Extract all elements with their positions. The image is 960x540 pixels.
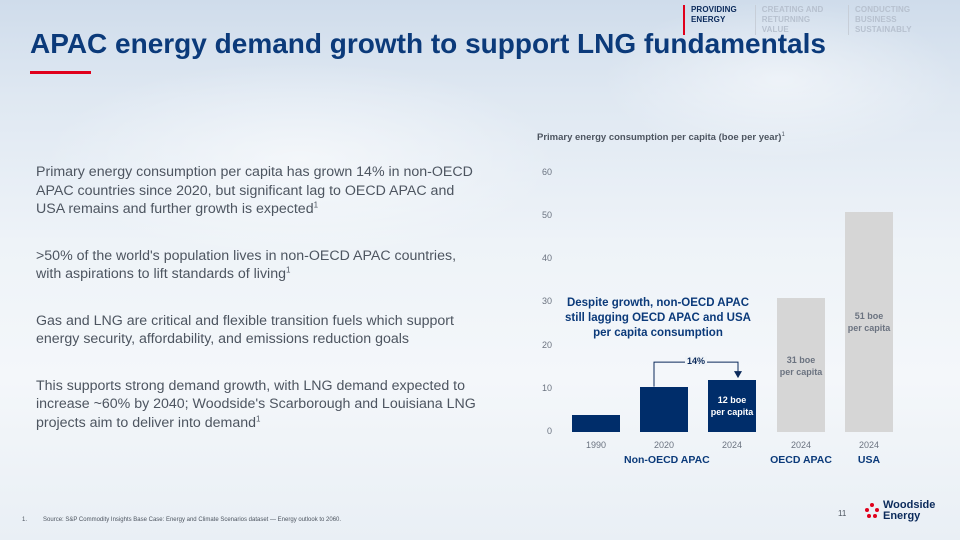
x-tick-label: 2024 bbox=[790, 440, 812, 450]
y-tick-label: 10 bbox=[541, 382, 552, 393]
logo-wordmark: Woodside Energy bbox=[883, 500, 935, 522]
chart-annotation: Despite growth, non-OECD APAC still lagg… bbox=[558, 296, 758, 341]
page-number: 11 bbox=[838, 509, 847, 518]
data-label: 31 boe per capita bbox=[776, 354, 826, 378]
data-label-unit: per capita bbox=[779, 367, 823, 378]
paragraph-text: This supports strong demand growth, with… bbox=[36, 377, 476, 431]
group-label: Non-OECD APAC bbox=[624, 454, 710, 466]
bar-3 bbox=[777, 298, 825, 432]
growth-arrow-head bbox=[734, 371, 742, 379]
x-tick-label: 2020 bbox=[653, 440, 675, 450]
section-nav: PROVIDING ENERGY CREATING AND RETURNING … bbox=[683, 5, 960, 35]
nav-item-label: ENERGY bbox=[691, 15, 726, 24]
growth-arrow bbox=[653, 361, 742, 387]
data-label-unit: per capita bbox=[847, 322, 891, 333]
data-label: 12 boe per capita bbox=[707, 394, 757, 418]
y-tick-label: 30 bbox=[541, 296, 552, 307]
x-tick-label: 2024 bbox=[721, 440, 743, 450]
y-tick-label: 40 bbox=[541, 253, 552, 264]
nav-item-conducting-business[interactable]: CONDUCTING BUSINESS SUSTAINABLY bbox=[848, 5, 942, 35]
title-underline bbox=[30, 71, 91, 74]
footnote-number: 1. bbox=[22, 517, 28, 523]
x-tick-label: 1990 bbox=[585, 440, 607, 450]
bar-0 bbox=[572, 414, 620, 432]
woodside-logo: Woodside Energy bbox=[864, 500, 935, 522]
paragraph-text: Primary energy consumption per capita ha… bbox=[36, 164, 473, 217]
paragraph: >50% of the world's population lives in … bbox=[36, 247, 476, 284]
annotation-line: Despite growth, non-OECD APAC bbox=[566, 297, 750, 309]
bar-4 bbox=[845, 211, 893, 432]
y-tick-label: 20 bbox=[541, 339, 552, 350]
paragraph-text: >50% of the world's population lives in … bbox=[36, 247, 457, 283]
data-label-value: 12 boe bbox=[717, 395, 747, 406]
nav-item-label: SUSTAINABLY bbox=[855, 25, 912, 34]
y-tick-label: 50 bbox=[541, 210, 552, 220]
annotation-line: per capita consumption bbox=[593, 327, 723, 339]
footnote-ref: 1 bbox=[781, 132, 785, 138]
woodside-logo-icon bbox=[865, 503, 879, 518]
data-label-value: 31 boe bbox=[786, 355, 816, 366]
paragraph: Gas and LNG are critical and flexible tr… bbox=[36, 312, 476, 349]
footnote-text: Source: S&P Commodity Insights Base Case… bbox=[43, 517, 342, 523]
group-label: USA bbox=[857, 454, 881, 466]
x-tick-label: 2024 bbox=[858, 440, 880, 450]
group-label: OECD APAC bbox=[770, 454, 832, 466]
slide-title: APAC energy demand growth to support LNG… bbox=[30, 28, 826, 59]
nav-item-label: PROVIDING bbox=[691, 5, 737, 14]
growth-percentage: 14% bbox=[685, 356, 708, 367]
footnote-ref: 1 bbox=[285, 265, 291, 275]
footnote: 1. Source: S&P Commodity Insights Base Ca… bbox=[22, 517, 341, 523]
energy-consumption-chart: Primary energy consumption per capita (b… bbox=[530, 125, 950, 475]
chart-title-text: Primary energy consumption per capita (b… bbox=[537, 132, 782, 144]
nav-item-label: RETURNING VALUE bbox=[761, 15, 811, 34]
footnote-ref: 1 bbox=[256, 413, 261, 423]
y-tick-label: 0 bbox=[546, 426, 552, 436]
data-label: 51 boe per capita bbox=[844, 310, 894, 334]
bar-2 bbox=[708, 380, 756, 432]
annotation-line: still lagging OECD APAC and USA bbox=[565, 312, 751, 324]
background-cloud bbox=[40, 60, 560, 260]
data-label-value: 51 boe bbox=[854, 310, 884, 321]
y-tick-label: 60 bbox=[541, 166, 552, 177]
nav-item-creating-value[interactable]: CREATING AND RETURNING VALUE bbox=[754, 5, 830, 35]
logo-line: Energy bbox=[883, 510, 921, 522]
logo-line: Woodside bbox=[883, 499, 936, 511]
chart-title: Primary energy consumption per capita (b… bbox=[537, 132, 785, 143]
footnote-ref: 1 bbox=[313, 200, 319, 210]
body-text: Primary energy consumption per capita ha… bbox=[36, 163, 476, 432]
bar-1 bbox=[640, 386, 688, 432]
paragraph: This supports strong demand growth, with… bbox=[36, 377, 476, 433]
paragraph-text: Gas and LNG are critical and flexible tr… bbox=[36, 312, 454, 348]
nav-item-label: CREATING AND bbox=[761, 5, 824, 14]
background-cloud bbox=[600, 0, 960, 160]
nav-item-providing-energy[interactable]: PROVIDING ENERGY bbox=[683, 5, 737, 35]
data-label-unit: per capita bbox=[710, 407, 754, 418]
nav-item-label: CONDUCTING BUSINESS bbox=[855, 5, 911, 24]
paragraph: Primary energy consumption per capita ha… bbox=[36, 163, 476, 219]
